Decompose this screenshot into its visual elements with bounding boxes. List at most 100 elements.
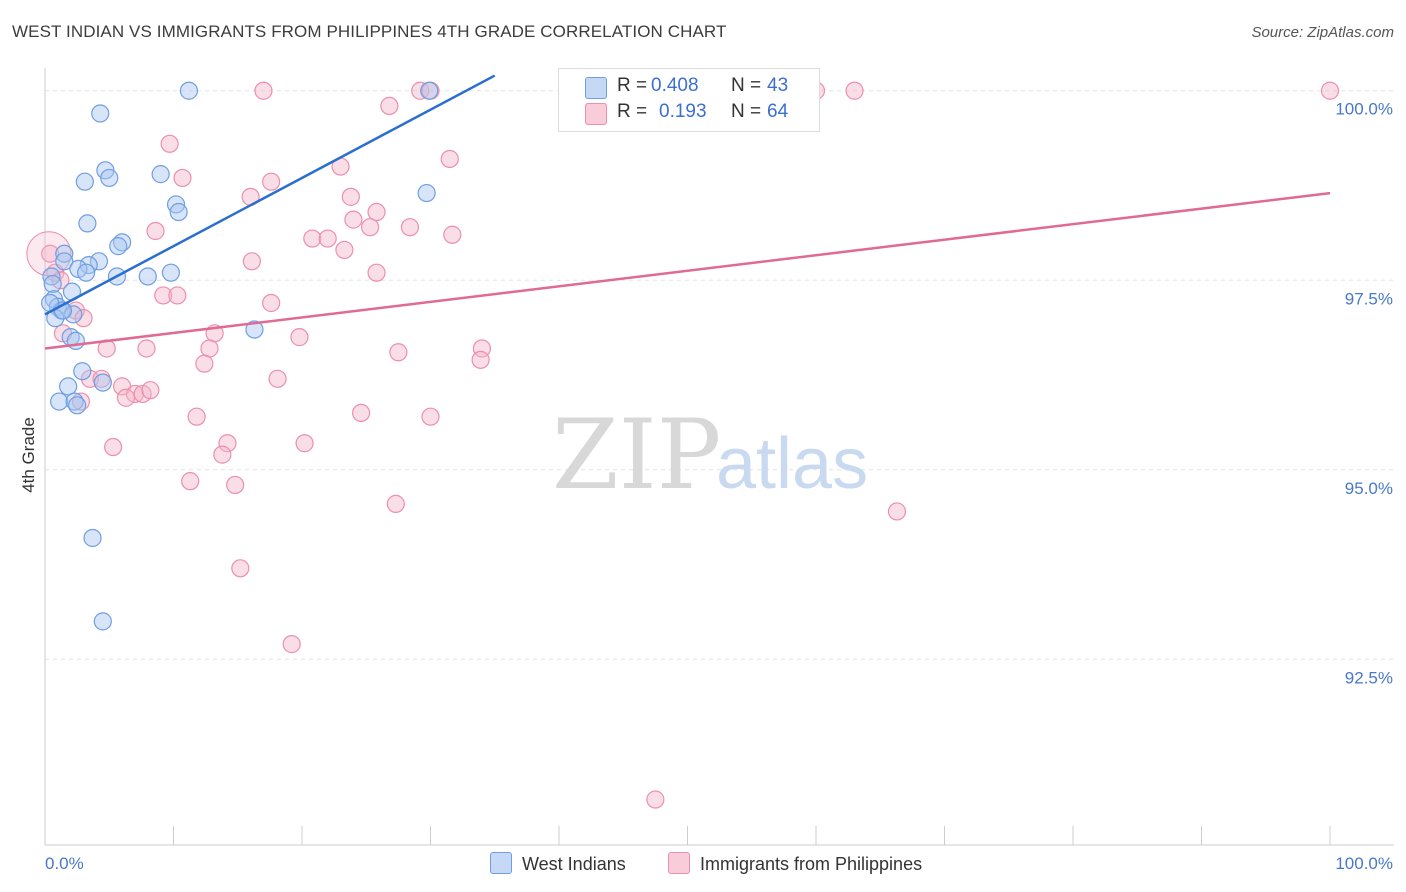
y-axis-label: 4th Grade <box>19 417 38 493</box>
philippines-point <box>262 293 281 313</box>
y-tick-label: 92.5% <box>1345 668 1393 687</box>
philippines-point <box>74 309 93 328</box>
west-indians-point <box>75 172 94 191</box>
series-west-indians-points <box>41 81 439 631</box>
philippines-point <box>268 369 287 388</box>
philippines-point <box>380 96 399 116</box>
legend-swatch-blue <box>585 77 607 99</box>
west-indians-point <box>245 320 264 339</box>
west-indians-point <box>55 252 74 271</box>
west-indians-point <box>68 396 87 415</box>
west-indians-point <box>59 377 78 396</box>
philippines-point <box>1320 81 1340 100</box>
west-indians-point <box>93 612 112 631</box>
west-indians-point <box>420 81 439 100</box>
west-indians-point <box>169 202 188 222</box>
bottom-legend-label-blue: West Indians <box>522 854 626 874</box>
philippines-point <box>344 210 363 229</box>
west-indians-point <box>73 362 92 381</box>
philippines-point <box>471 350 490 369</box>
west-indians-point <box>83 528 102 548</box>
philippines-point <box>386 494 405 513</box>
philippines-trend-line <box>44 191 1331 350</box>
philippines-point <box>341 187 360 206</box>
west-indians-point <box>50 392 69 411</box>
philippines-point <box>242 252 261 271</box>
philippines-point <box>887 502 907 521</box>
west-indians-point <box>43 274 62 294</box>
west-indians-point <box>55 244 74 263</box>
philippines-point <box>41 244 60 263</box>
west-indians-trend-line <box>44 74 496 316</box>
philippines-point <box>254 81 273 100</box>
philippines-point <box>335 240 354 260</box>
legend-r-value-pink: 0.193 <box>659 101 707 122</box>
philippines-point <box>125 384 145 404</box>
series-philippines-points <box>26 81 1340 809</box>
west-indians-point <box>91 104 110 123</box>
west-indians-point <box>64 305 83 324</box>
bottom-legend-swatch-pink <box>668 852 690 874</box>
legend-r-label: R = <box>617 101 648 122</box>
philippines-point <box>290 328 309 347</box>
west-indians-point <box>93 373 112 392</box>
philippines-point <box>400 218 420 237</box>
philippines-point <box>231 559 250 578</box>
west-indians-point <box>151 165 170 184</box>
philippines-point <box>282 635 301 654</box>
watermark: ZIP atlas <box>552 399 868 511</box>
y-tick-label: 95.0% <box>1345 479 1393 498</box>
axes <box>44 68 1394 846</box>
philippines-point <box>389 343 408 362</box>
philippines-point <box>421 407 440 426</box>
philippines-point <box>213 445 232 464</box>
legend-n-label: N = <box>731 75 762 96</box>
philippines-point <box>352 403 371 423</box>
philippines-point <box>440 149 459 169</box>
trend-lines <box>44 74 1331 350</box>
philippines-point <box>443 225 462 244</box>
philippines-point <box>137 339 156 358</box>
west-indians-point <box>77 263 96 282</box>
watermark-atlas: atlas <box>716 424 868 504</box>
philippines-point <box>367 202 386 222</box>
bottom-legend-philippines: Immigrants from Philippines <box>668 852 922 875</box>
west-indians-point <box>109 237 128 256</box>
legend-swatch-pink <box>585 103 607 125</box>
philippines-point <box>361 218 380 237</box>
legend-n-value-blue: 43 <box>767 75 789 96</box>
correlation-legend: R = 0.408 N = 43 R = 0.193 N = 64 <box>558 68 820 132</box>
watermark-zip: ZIP <box>552 399 721 511</box>
philippines-point <box>181 472 200 491</box>
philippines-point <box>116 388 136 407</box>
philippines-point <box>160 134 179 153</box>
philippines-point <box>262 172 281 191</box>
legend-r-label: R = <box>617 75 648 96</box>
west-indians-point <box>179 81 199 100</box>
chart-title: WEST INDIAN VS IMMIGRANTS FROM PHILIPPIN… <box>12 22 727 41</box>
west-indians-point <box>417 183 436 203</box>
philippines-point <box>318 229 337 248</box>
philippines-point <box>173 168 192 188</box>
source-label: Source: ZipAtlas.com <box>1251 24 1394 41</box>
legend-r-value-blue: 0.408 <box>651 75 699 96</box>
x-tick-label-min: 0.0% <box>45 854 84 873</box>
west-indians-point <box>161 263 181 282</box>
philippines-point <box>187 407 206 426</box>
bottom-legend-label-pink: Immigrants from Philippines <box>700 854 923 874</box>
bottom-legend-west-indians: West Indians <box>490 852 626 875</box>
philippines-point <box>367 263 386 282</box>
west-indians-point <box>42 267 61 286</box>
philippines-point <box>646 790 665 809</box>
philippines-point <box>295 434 314 453</box>
legend-n-label: N = <box>731 101 762 122</box>
x-tick-label-max: 100.0% <box>1335 854 1393 873</box>
tick-labels: 100.0% 97.5% 95.0% 92.5% 0.0% 100.0% <box>45 100 1393 873</box>
philippines-point <box>141 381 160 400</box>
west-indians-point <box>89 252 109 271</box>
philippines-point <box>168 286 187 305</box>
philippines-point <box>303 229 322 248</box>
philippines-point <box>200 339 219 358</box>
west-indians-point <box>66 331 85 350</box>
